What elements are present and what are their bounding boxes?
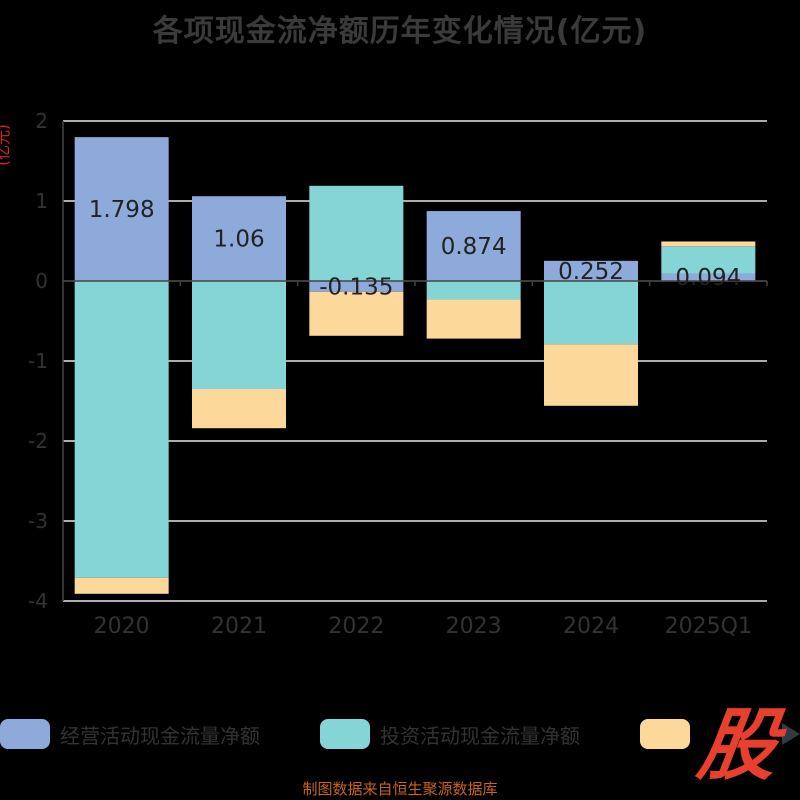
bar-2022-series-0[interactable] [309, 281, 404, 292]
bar-2022-series-1[interactable] [309, 185, 404, 281]
chart-title: 各项现金流净额历年变化情况(亿元) [152, 14, 648, 49]
y-tick-label: -2 [28, 429, 48, 453]
bar-2021-series-2[interactable] [192, 389, 286, 429]
source-footer: 制图数据来自恒生聚源数据库 [302, 780, 498, 798]
logo-icon: 股 [692, 700, 784, 791]
y-tick-label: -1 [28, 349, 48, 373]
bar-2022-series-2[interactable] [309, 291, 404, 336]
legend-item-2[interactable] [640, 716, 690, 752]
legend-swatch [320, 719, 370, 749]
bar-2024-series-0[interactable] [544, 260, 638, 281]
legend-swatch [0, 719, 50, 749]
bar-2024-series-1[interactable] [544, 281, 638, 345]
data-label-2021: 1.06 [213, 227, 264, 253]
bar-2021-series-0[interactable] [192, 196, 286, 281]
y-tick-label: -3 [28, 509, 48, 533]
y-tick-label: -4 [28, 589, 48, 613]
bar-2025Q1-series-1[interactable] [661, 246, 756, 274]
legend: 经营活动现金流量净额 投资活动现金流量净额 [0, 716, 800, 752]
bar-2020-series-1[interactable] [74, 281, 169, 578]
y-axis-label: (亿元) [0, 124, 12, 166]
data-labels: 1.798 1.06 -0.135 0.874 0.252 0.094 [89, 197, 742, 300]
data-label-2020: 1.798 [89, 197, 155, 223]
data-label-2025Q1: 0.094 [675, 265, 741, 291]
data-label-2023: 0.874 [441, 234, 507, 260]
x-tick-label: 2025Q1 [665, 614, 752, 639]
bar-2025Q1-series-2[interactable] [661, 241, 756, 247]
legend-label: 经营活动现金流量净额 [60, 723, 260, 748]
legend-item-0[interactable]: 经营活动现金流量净额 [0, 716, 260, 752]
y-tick-label: 2 [35, 109, 48, 133]
legend-item-1[interactable]: 投资活动现金流量净额 [320, 716, 580, 752]
x-tick-label: 2020 [94, 614, 150, 639]
x-tick-label: 2021 [211, 614, 267, 639]
legend-swatch [640, 719, 690, 749]
bar-2023-series-1[interactable] [426, 281, 521, 300]
y-tick-label: 1 [35, 189, 48, 213]
axes: 2 1 0 -1 -2 -3 -4 2020 2021 2022 2023 2024 2025Q1 [28, 109, 768, 639]
bar-2023-series-0[interactable] [426, 211, 521, 281]
bars [74, 137, 756, 594]
bar-2023-series-2[interactable] [426, 299, 521, 339]
bar-2024-series-2[interactable] [544, 344, 638, 406]
x-tick-label: 2022 [328, 614, 384, 639]
x-tick-label: 2023 [446, 614, 502, 639]
legend-next-arrow-icon[interactable] [782, 723, 800, 745]
bar-2020-series-2[interactable] [74, 577, 169, 594]
bar-2025Q1-series-0[interactable] [661, 273, 756, 281]
data-label-2024: 0.252 [558, 259, 624, 285]
data-label-2022: -0.135 [319, 274, 393, 300]
bar-2021-series-1[interactable] [192, 281, 286, 389]
legend-label: 投资活动现金流量净额 [380, 723, 580, 748]
bar-2020-series-0[interactable] [74, 137, 169, 281]
y-tick-label: 0 [35, 269, 48, 293]
x-tick-label: 2024 [563, 614, 619, 639]
